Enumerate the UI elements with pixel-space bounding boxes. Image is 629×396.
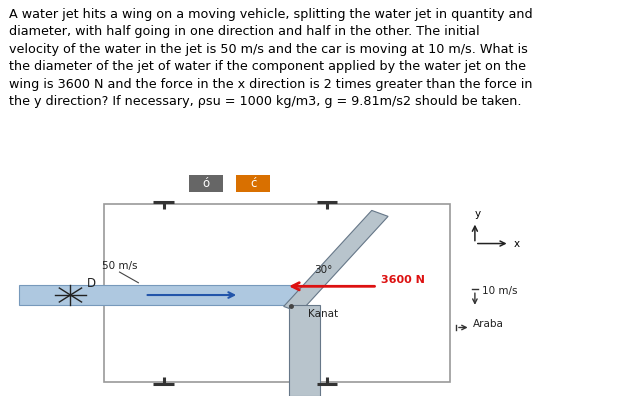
Text: Araba: Araba: [473, 318, 504, 329]
FancyBboxPatch shape: [104, 204, 450, 382]
Text: x: x: [514, 238, 520, 249]
Text: A water jet hits a wing on a moving vehicle, splitting the water jet in quantity: A water jet hits a wing on a moving vehi…: [9, 8, 533, 109]
FancyBboxPatch shape: [236, 175, 270, 192]
Polygon shape: [284, 210, 388, 312]
Text: ć: ć: [250, 177, 257, 190]
Text: Kanat: Kanat: [308, 309, 338, 319]
Text: ó: ó: [203, 177, 209, 190]
Text: 50 m/s: 50 m/s: [102, 261, 137, 271]
Text: D: D: [87, 277, 96, 289]
Text: y: y: [474, 209, 481, 219]
Text: 3600 N: 3600 N: [381, 275, 425, 285]
FancyBboxPatch shape: [289, 305, 320, 396]
FancyBboxPatch shape: [19, 285, 305, 305]
Text: 30°: 30°: [314, 265, 333, 275]
Text: 10 m/s: 10 m/s: [482, 286, 518, 296]
FancyBboxPatch shape: [189, 175, 223, 192]
